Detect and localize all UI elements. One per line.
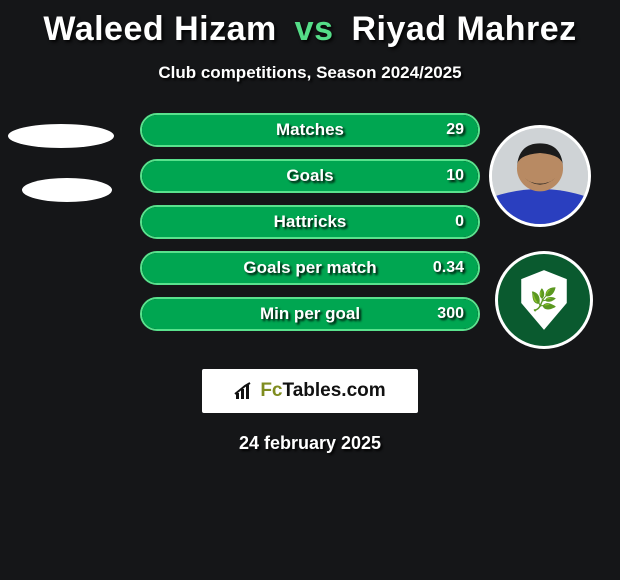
stat-row: Min per goal 300: [140, 297, 480, 331]
site-badge-text: FcTables.com: [260, 380, 385, 402]
date-label: 24 february 2025: [0, 433, 620, 454]
player1-placeholder: [22, 178, 112, 202]
subtitle: Club competitions, Season 2024/2025: [0, 63, 620, 83]
player2-avatar: [492, 128, 588, 224]
stat-label: Min per goal: [260, 304, 360, 324]
player1-name: Waleed Hizam: [43, 10, 276, 48]
stat-label: Hattricks: [274, 212, 347, 232]
stat-label: Matches: [276, 120, 344, 140]
player2-club-crest: 🌿: [498, 254, 590, 346]
site-badge-suffix: Tables.com: [283, 380, 386, 402]
stat-label: Goals: [286, 166, 333, 186]
chart-icon: [234, 381, 256, 401]
stat-value-right: 0: [455, 213, 464, 231]
crest-emblem-icon: 🌿: [519, 270, 570, 330]
stat-bars: Matches 29 Goals 10 Hattricks 0 Goals per matc…: [140, 113, 480, 343]
stat-row: Goals 10: [140, 159, 480, 193]
stat-value-right: 29: [446, 121, 464, 139]
stat-value-right: 0.34: [433, 259, 464, 277]
site-badge: FcTables.com: [202, 369, 418, 413]
stat-value-right: 300: [437, 305, 464, 323]
vs-label: vs: [295, 10, 334, 48]
comparison-title: Waleed Hizam vs Riyad Mahrez: [0, 0, 620, 49]
stat-label: Goals per match: [243, 258, 376, 278]
site-badge-prefix: Fc: [260, 380, 282, 402]
stat-row: Matches 29: [140, 113, 480, 147]
player2-name: Riyad Mahrez: [351, 10, 576, 48]
stat-row: Goals per match 0.34: [140, 251, 480, 285]
player1-placeholder: [8, 124, 114, 148]
stat-value-right: 10: [446, 167, 464, 185]
stat-row: Hattricks 0: [140, 205, 480, 239]
